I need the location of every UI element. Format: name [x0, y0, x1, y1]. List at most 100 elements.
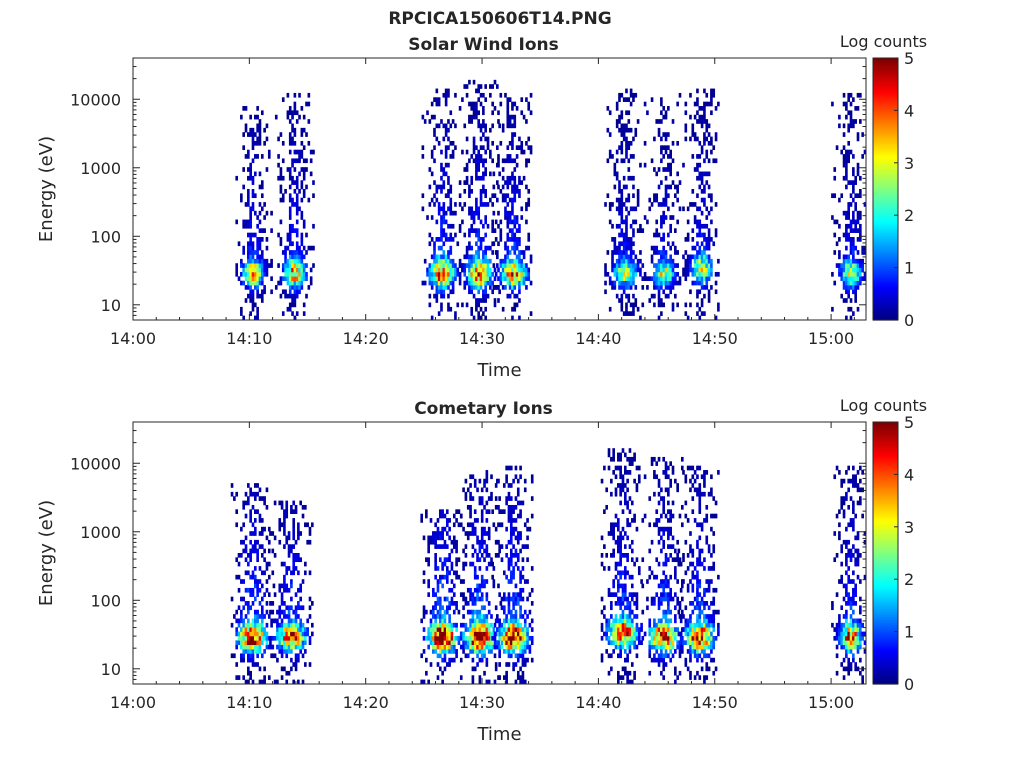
heatmap-cell: [676, 627, 679, 632]
heatmap-cell: [254, 250, 257, 255]
heatmap-cell: [238, 276, 241, 281]
heatmap-cell: [696, 671, 699, 676]
heatmap-cell: [689, 562, 692, 567]
heatmap-cell: [447, 180, 450, 185]
heatmap-cell: [617, 536, 620, 541]
heatmap-cell: [701, 645, 704, 650]
heatmap-cell: [301, 167, 304, 172]
heatmap-cell: [488, 553, 491, 558]
heatmap-cell: [280, 167, 283, 172]
heatmap-cell: [449, 154, 452, 159]
heatmap-cell: [287, 115, 290, 120]
heatmap-cell: [669, 285, 672, 290]
heatmap-cell: [672, 597, 675, 602]
heatmap-cell: [301, 141, 304, 146]
heatmap-cell: [655, 272, 658, 277]
heatmap-cell: [513, 224, 516, 229]
heatmap-cell: [281, 645, 284, 650]
heatmap-cell: [610, 479, 613, 484]
heatmap-cell: [475, 167, 478, 172]
heatmap-cell: [438, 268, 441, 273]
heatmap-cell: [467, 531, 470, 536]
heatmap-cell: [493, 522, 496, 527]
heatmap-cell: [641, 276, 644, 281]
heatmap-cell: [289, 255, 292, 260]
heatmap-cell: [665, 584, 668, 589]
heatmap-cell: [505, 553, 508, 558]
heatmap-cell: [458, 557, 461, 562]
heatmap-cell: [845, 246, 848, 251]
heatmap-cell: [662, 636, 665, 641]
heatmap-cell: [297, 653, 300, 658]
heatmap-cell: [833, 220, 836, 225]
heatmap-cell: [252, 289, 255, 294]
heatmap-cell: [259, 255, 262, 260]
heatmap-cell: [247, 272, 250, 277]
heatmap-cell: [658, 527, 661, 532]
heatmap-cell: [852, 246, 855, 251]
heatmap-cell: [624, 584, 627, 589]
heatmap-cell: [678, 632, 681, 637]
heatmap-cell: [245, 263, 248, 268]
heatmap-cell: [681, 457, 684, 462]
heatmap-cell: [477, 158, 480, 163]
heatmap-cell: [845, 115, 848, 120]
heatmap-cell: [498, 675, 501, 680]
heatmap-cell: [445, 132, 448, 137]
heatmap-cell: [266, 636, 269, 641]
heatmap-cell: [235, 619, 238, 624]
heatmap-cell: [674, 549, 677, 554]
heatmap-cell: [679, 640, 682, 645]
heatmap-cell: [431, 215, 434, 220]
heatmap-cell: [515, 536, 518, 541]
heatmap-cell: [701, 255, 704, 260]
heatmap-cell: [625, 263, 628, 268]
heatmap-cell: [662, 632, 665, 637]
heatmap-cell: [263, 636, 266, 641]
heatmap-cell: [263, 627, 266, 632]
heatmap-cell: [529, 610, 532, 615]
heatmap-cell: [508, 619, 511, 624]
heatmap-cell: [290, 579, 293, 584]
heatmap-cell: [446, 605, 449, 610]
heatmap-cell: [617, 457, 620, 462]
heatmap-cell: [518, 263, 521, 268]
heatmap-cell: [708, 211, 711, 216]
heatmap-cell: [477, 272, 480, 277]
heatmap-cell: [696, 250, 699, 255]
heatmap-cell: [281, 562, 284, 567]
heatmap-cell: [694, 636, 697, 641]
heatmap-cell: [491, 281, 494, 286]
heatmap-cell: [495, 237, 498, 242]
heatmap-cell: [508, 601, 511, 606]
heatmap-cell: [531, 588, 534, 593]
heatmap-cell: [437, 653, 440, 658]
heatmap-cell: [301, 128, 304, 133]
heatmap-cell: [658, 483, 661, 488]
heatmap-cell: [847, 215, 850, 220]
heatmap-cell: [427, 562, 430, 567]
heatmap-cell: [467, 536, 470, 541]
heatmap-cell: [470, 224, 473, 229]
heatmap-cell: [266, 566, 269, 571]
heatmap-cell: [283, 531, 286, 536]
heatmap-cell: [477, 298, 480, 303]
heatmap-cell: [651, 632, 654, 637]
heatmap-cell: [480, 189, 483, 194]
heatmap-cell: [525, 246, 528, 251]
heatmap-cell: [698, 307, 701, 312]
heatmap-cell: [261, 605, 264, 610]
heatmap-cell: [431, 198, 434, 203]
heatmap-cell: [429, 294, 432, 299]
heatmap-cell: [442, 228, 445, 233]
heatmap-cell: [289, 224, 292, 229]
heatmap-cell: [283, 584, 286, 589]
heatmap-cell: [696, 220, 699, 225]
heatmap-cell: [431, 285, 434, 290]
heatmap-cell: [447, 263, 450, 268]
heatmap-cell: [615, 562, 618, 567]
heatmap-cell: [271, 653, 274, 658]
heatmap-cell: [703, 115, 706, 120]
heatmap-cell: [667, 488, 670, 493]
heatmap-cell: [524, 610, 527, 615]
